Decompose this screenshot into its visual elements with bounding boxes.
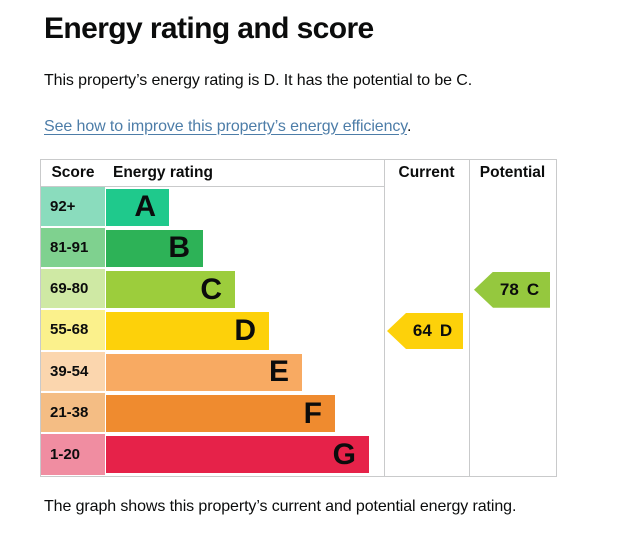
band-bar-d: D [106, 312, 269, 350]
improve-efficiency-link[interactable]: See how to improve this property’s energ… [44, 117, 407, 135]
band-letter: G [332, 437, 356, 471]
potential-rating-arrow: 78 C [474, 271, 550, 308]
band-score-range: 69-80 [41, 269, 105, 309]
band-letter: B [168, 231, 190, 265]
band-score-range: 39-54 [41, 351, 105, 391]
rating-summary-text: This property’s energy rating is D. It h… [44, 71, 473, 89]
header-underline [41, 185, 384, 187]
band-bar-a: A [106, 188, 169, 226]
band-bar-e: E [106, 353, 302, 391]
band-row-e: 39-54 E [41, 351, 411, 393]
band-letter: C [200, 272, 222, 306]
page: Energy rating and score This property’s … [0, 12, 631, 516]
band-score-range: 21-38 [41, 392, 105, 433]
rating-bands: 92+ A 81-91 B 69-80 C 55-68 D 39-54 E 21-38 F 1-20 G [41, 186, 411, 476]
current-column-divider [384, 159, 385, 476]
band-bar-g: G [106, 436, 369, 474]
band-row-b: 81-91 B [41, 227, 411, 269]
band-bar-c: C [106, 271, 235, 309]
page-title: Energy rating and score [44, 12, 374, 45]
band-score-range: 55-68 [41, 310, 105, 350]
band-row-g: 1-20 G [41, 434, 411, 476]
band-score-range: 81-91 [41, 227, 105, 268]
band-row-f: 21-38 F [41, 392, 411, 434]
band-letter: E [268, 355, 289, 389]
column-header-energy-rating: Energy rating [113, 163, 213, 181]
band-score-range: 92+ [41, 186, 105, 226]
column-header-current: Current [398, 163, 455, 181]
column-header-potential: Potential [479, 163, 546, 181]
band-score-range: 1-20 [41, 434, 105, 476]
chart-caption: The graph shows this property’s current … [44, 497, 517, 515]
current-rating-score: 64 [412, 321, 432, 340]
band-bar-b: B [106, 229, 203, 268]
band-row-a: 92+ A [41, 186, 411, 228]
energy-rating-chart: Score Energy rating Current Potential 92… [40, 158, 557, 477]
improve-link-line: See how to improve this property’s energ… [44, 118, 587, 136]
band-row-c: 69-80 C [41, 269, 411, 310]
band-letter: F [303, 396, 322, 430]
potential-rating-score: 78 [499, 279, 519, 299]
potential-rating-grade: C [526, 279, 540, 299]
chart-header-row: Score Energy rating Current Potential [41, 160, 556, 186]
band-bar-f: F [106, 394, 335, 433]
link-suffix: . [407, 117, 412, 135]
column-header-score: Score [51, 163, 95, 181]
band-letter: A [134, 190, 156, 224]
band-row-d: 55-68 D [41, 310, 411, 351]
potential-column-divider [469, 159, 470, 476]
current-rating-grade: D [439, 321, 453, 340]
band-letter: D [234, 313, 256, 347]
